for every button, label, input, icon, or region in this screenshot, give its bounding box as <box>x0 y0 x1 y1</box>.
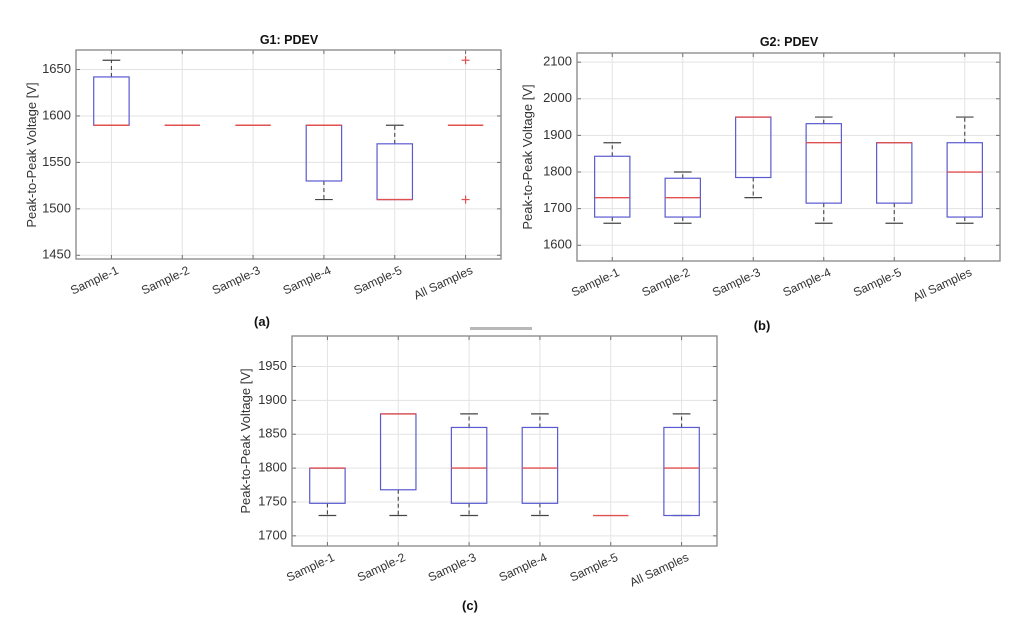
x-tick-label: Sample-4 <box>497 550 550 585</box>
outlier-marker <box>461 195 470 204</box>
x-tick-label: All Samples <box>911 265 974 304</box>
box-sample-3 <box>450 413 488 517</box>
plot-area: 1450 1500 1550 1600 1650 Sample-1 Sample-2 Samp… <box>42 49 502 302</box>
y-axis-label: Peak-to-Peak Voltage [V] <box>520 84 535 229</box>
x-tick-label: Sample-3 <box>210 263 263 298</box>
box-sample-1 <box>93 59 130 126</box>
x-tick-label: Sample-3 <box>426 550 479 585</box>
box-all-samples <box>447 56 484 204</box>
box-all-samples <box>946 116 983 224</box>
box-sample-1 <box>309 467 346 517</box>
panel-caption: (b) <box>754 318 771 333</box>
y-tick-label: 1900 <box>258 392 287 407</box>
chart-title: G2: PDEV <box>760 35 819 49</box>
y-axis-label: Peak-to-Peak Voltage [V] <box>238 368 253 513</box>
axes-frame <box>576 52 1001 262</box>
y-tick-label: 2100 <box>543 54 572 69</box>
y-tick-label: 1800 <box>543 163 572 178</box>
x-tick-label: Sample-2 <box>355 550 408 585</box>
x-tick-label: Sample-4 <box>781 265 834 300</box>
iqr-box <box>450 426 488 504</box>
axes-frame <box>75 49 502 260</box>
panel-caption: (c) <box>462 598 478 613</box>
box-sample-4 <box>305 124 343 201</box>
box-sample-3 <box>735 116 772 199</box>
y-tick-label: 1750 <box>258 493 287 508</box>
plot-area: 1700 1750 1800 1850 1900 1950 Sample-1 Sample-2… <box>258 335 718 589</box>
chart-title: G1: PDEV <box>260 33 319 47</box>
panel-a: G1: PDEV Peak-to-Peak Voltage [V] (a) 14… <box>24 33 502 329</box>
y-tick-label: 1700 <box>258 527 287 542</box>
y-tick-label: 1700 <box>543 200 572 215</box>
panel-c: Peak-to-Peak Voltage [V] (c) 1700 1750 180… <box>238 327 718 613</box>
y-tick-label: 1500 <box>42 200 71 215</box>
box-sample-5 <box>876 142 913 224</box>
panel-caption: (a) <box>254 314 270 329</box>
box-sample-4 <box>805 116 842 224</box>
x-tick-label: Sample-3 <box>710 265 763 300</box>
axes-frame <box>291 335 718 547</box>
axes-border <box>75 49 502 260</box>
box-all-samples <box>663 413 700 517</box>
x-tick-label: Sample-2 <box>139 263 192 298</box>
x-tick-label: All Samples <box>628 550 691 589</box>
box-sample-5 <box>376 124 414 201</box>
box-sample-2 <box>664 171 701 224</box>
box-sample-4 <box>521 413 559 517</box>
clipped-title-remnant <box>470 327 532 330</box>
x-tick-label: Sample-2 <box>640 265 693 300</box>
x-tick-label: Sample-1 <box>284 550 337 585</box>
y-tick-label: 2000 <box>543 90 572 105</box>
y-axis-label: Peak-to-Peak Voltage [V] <box>24 82 39 227</box>
y-tick-label: 1650 <box>42 61 71 76</box>
x-tick-label: All Samples <box>412 263 475 302</box>
iqr-box <box>946 142 983 218</box>
panel-b: G2: PDEV Peak-to-Peak Voltage [V] (b) 16… <box>520 35 1001 333</box>
axes-border <box>576 52 1001 262</box>
x-tick-label: Sample-1 <box>569 265 622 300</box>
box-sample-2 <box>379 413 417 517</box>
box-sample-1 <box>594 142 631 224</box>
y-tick-label: 1600 <box>42 107 71 122</box>
iqr-box <box>594 155 631 218</box>
y-tick-label: 1600 <box>543 237 572 252</box>
y-tick-label: 1550 <box>42 154 71 169</box>
plot-area: 1600 1700 1800 1900 2000 2100 Sample-1 Sample-2… <box>543 52 1001 304</box>
outlier-marker <box>461 56 470 65</box>
y-tick-label: 1850 <box>258 426 287 441</box>
axes-border <box>291 335 718 547</box>
x-tick-label: Sample-5 <box>568 550 621 585</box>
x-tick-label: Sample-4 <box>281 263 334 298</box>
y-tick-label: 1450 <box>42 247 71 262</box>
iqr-box <box>663 426 700 517</box>
iqr-box <box>805 123 842 204</box>
y-tick-label: 1900 <box>543 127 572 142</box>
y-tick-label: 1950 <box>258 358 287 373</box>
x-tick-label: Sample-1 <box>68 263 121 298</box>
y-tick-label: 1800 <box>258 460 287 475</box>
x-tick-label: Sample-5 <box>352 263 405 298</box>
x-tick-label: Sample-5 <box>851 265 904 300</box>
iqr-box <box>521 426 559 504</box>
